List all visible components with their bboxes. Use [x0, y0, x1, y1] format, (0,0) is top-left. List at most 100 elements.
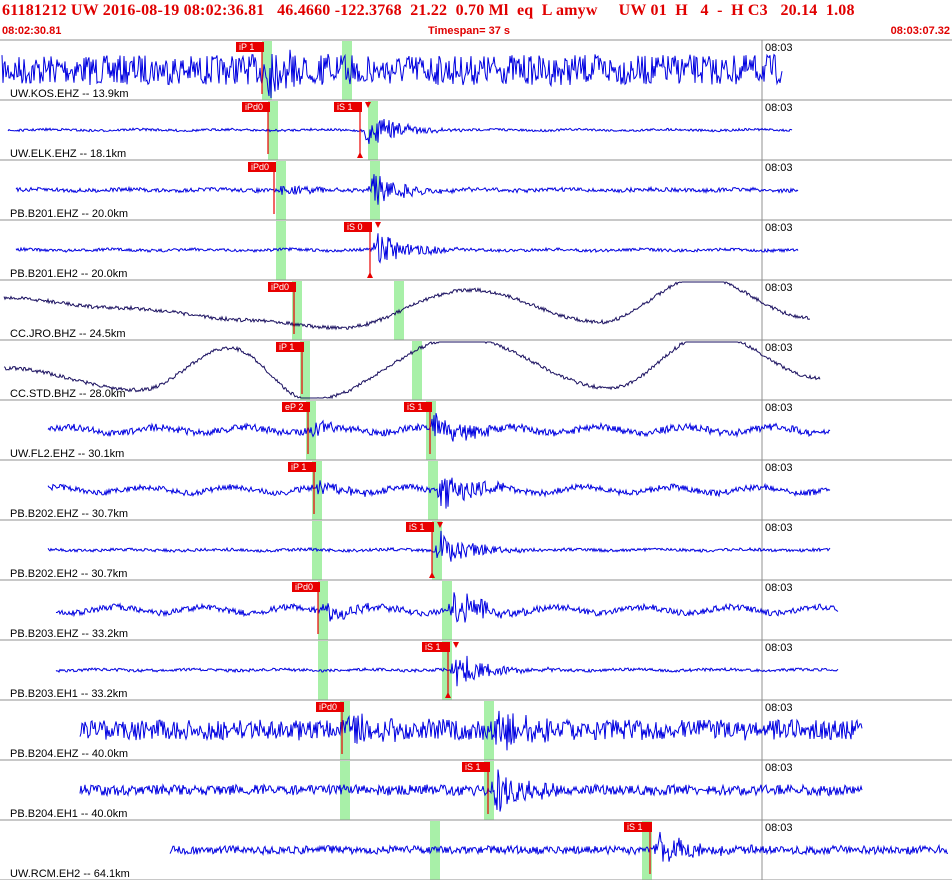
waveform	[55, 592, 839, 623]
pick-label: iS 1	[337, 102, 353, 112]
station-label: UW.KOS.EHZ -- 13.9km	[10, 88, 129, 100]
station-label: PB.B204.EH1 -- 40.0km	[10, 808, 127, 820]
station-label: CC.STD.BHZ -- 28.0km	[10, 388, 126, 400]
pick-arrow-bottom	[357, 152, 363, 158]
pick-label: iP 1	[239, 42, 254, 52]
pick-window	[300, 341, 310, 400]
pick-label: iS 1	[465, 762, 481, 772]
waveform	[1, 49, 783, 99]
pick-label: iS 0	[347, 222, 363, 232]
pick-window	[292, 281, 302, 340]
pick-flag	[462, 762, 490, 772]
minute-label: 08:03	[765, 162, 793, 174]
pick-label: iS 1	[409, 522, 425, 532]
pick-window	[318, 641, 328, 700]
pick-window	[430, 821, 440, 880]
pick-window	[342, 41, 352, 100]
pick-arrow-bottom	[429, 572, 435, 578]
pick-flag	[276, 342, 304, 352]
pick-label: iPd0	[319, 702, 337, 712]
pick-window	[312, 461, 322, 520]
station-label: PB.B202.EH2 -- 30.7km	[10, 568, 127, 580]
pick-arrow-bottom	[445, 692, 451, 698]
waveform	[47, 412, 831, 442]
station-label: UW.RCM.EH2 -- 64.1km	[10, 868, 130, 880]
pick-label: iP 1	[291, 462, 306, 472]
waveform	[3, 281, 810, 331]
minute-label: 08:03	[765, 102, 793, 114]
waveform	[169, 831, 949, 862]
pick-flag	[242, 102, 270, 112]
minute-label: 08:03	[765, 402, 793, 414]
pick-window	[340, 761, 350, 820]
station-label: PB.B203.EH1 -- 33.2km	[10, 688, 127, 700]
pick-flag	[268, 282, 296, 292]
minute-label: 08:03	[765, 702, 793, 714]
pick-flag	[288, 462, 316, 472]
pick-label: eP 2	[285, 402, 303, 412]
waveform	[15, 233, 799, 264]
waveform	[3, 341, 821, 400]
pick-flag	[624, 822, 652, 832]
pick-arrow-top	[453, 642, 459, 648]
station-label: PB.B203.EHZ -- 33.2km	[10, 628, 128, 640]
station-label: CC.JRO.BHZ -- 24.5km	[10, 328, 126, 340]
pick-window	[276, 161, 286, 220]
pick-flag	[236, 42, 264, 52]
pick-window	[642, 821, 652, 880]
pick-window	[432, 521, 442, 580]
waveform	[47, 530, 831, 562]
station-label: PB.B204.EHZ -- 40.0km	[10, 748, 128, 760]
waveform	[79, 710, 863, 751]
waveform	[47, 477, 831, 509]
pick-arrow-top	[375, 222, 381, 228]
pick-window	[262, 41, 272, 100]
minute-label: 08:03	[765, 822, 793, 834]
station-label: PB.B201.EHZ -- 20.0km	[10, 208, 128, 220]
pick-flag	[422, 642, 450, 652]
pick-arrow-top	[437, 522, 443, 528]
pick-label: iPd0	[251, 162, 269, 172]
station-label: PB.B201.EH2 -- 20.0km	[10, 268, 127, 280]
pick-label: iS 1	[407, 402, 423, 412]
minute-label: 08:03	[765, 762, 793, 774]
minute-label: 08:03	[765, 282, 793, 294]
pick-arrow-top	[365, 102, 371, 108]
pick-flag	[404, 402, 432, 412]
minute-label: 08:03	[765, 642, 793, 654]
pick-window	[428, 461, 438, 520]
minute-label: 08:03	[765, 342, 793, 354]
waveform	[15, 174, 799, 205]
pick-window	[426, 401, 436, 460]
pick-label: iPd0	[245, 102, 263, 112]
pick-label: iS 1	[627, 822, 643, 832]
start-time: 08:02:30.81	[2, 25, 62, 37]
pick-window	[412, 341, 422, 400]
pick-flag	[334, 102, 362, 112]
minute-label: 08:03	[765, 222, 793, 234]
station-label: UW.FL2.EHZ -- 30.1km	[10, 448, 124, 460]
pick-flag	[406, 522, 434, 532]
waveform	[79, 769, 863, 812]
event-header: 61181212 UW 2016-08-19 08:02:36.81 46.46…	[0, 0, 952, 40]
station-label: PB.B202.EHZ -- 30.7km	[10, 508, 128, 520]
waveform	[55, 655, 839, 687]
end-time: 08:03:07.32	[890, 25, 950, 37]
pick-label: iS 1	[425, 642, 441, 652]
timespan-label: Timespan= 37 s	[428, 25, 511, 37]
pick-label: iP 1	[279, 342, 294, 352]
pick-flag	[282, 402, 310, 412]
pick-flag	[292, 582, 320, 592]
minute-label: 08:03	[765, 522, 793, 534]
pick-window	[318, 581, 328, 640]
pick-label: iPd0	[271, 282, 289, 292]
station-label: UW.ELK.EHZ -- 18.1km	[10, 148, 126, 160]
minute-label: 08:03	[765, 42, 793, 54]
minute-label: 08:03	[765, 582, 793, 594]
pick-flag	[344, 222, 372, 232]
pick-arrow-bottom	[367, 272, 373, 278]
pick-flag	[248, 162, 276, 172]
event-summary-line: 61181212 UW 2016-08-19 08:02:36.81 46.46…	[2, 2, 855, 19]
waveform	[7, 119, 793, 144]
